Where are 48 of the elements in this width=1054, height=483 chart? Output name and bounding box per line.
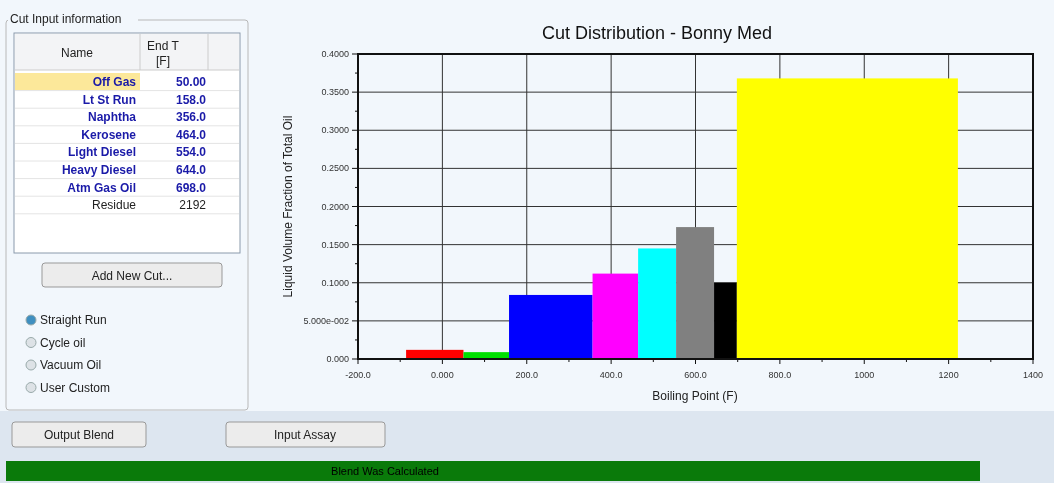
x-tick-label: 200.0 [515, 370, 539, 380]
text: Residue [91, 198, 137, 213]
x-tick-label: 400.0 [599, 370, 623, 380]
x-tick-label: 1000 [854, 370, 875, 380]
text: Naphtha [88, 110, 137, 125]
y-tick-label: 0.4000 [321, 49, 349, 59]
text: 158.0 [175, 92, 207, 107]
text: Heavy Diesel [61, 163, 136, 177]
text: Lt St Run [82, 92, 136, 107]
text: Vacuum Oil [40, 358, 102, 372]
text: Light Diesel [67, 145, 136, 160]
text: Output Blend [43, 428, 115, 442]
x-tick-label: 1400 [1022, 370, 1044, 380]
text: Name [60, 46, 94, 60]
text: 50.00 [175, 75, 207, 89]
y-tick-label: 5.000e-002 [303, 315, 349, 326]
text: Straight Run [40, 313, 107, 327]
text: Kerosene [81, 127, 137, 142]
text: 554.0 [175, 145, 207, 160]
text: Cycle oil [40, 335, 86, 350]
x-tick-label: 0.000 [431, 370, 454, 380]
y-tick-label: 0.1000 [321, 277, 349, 288]
x-tick-label: 1200 [938, 370, 959, 380]
text: 464.0 [175, 127, 207, 142]
text: Input Assay [273, 428, 337, 442]
chart-title: Cut Distribution - Bonny Med [541, 23, 773, 43]
text: Atm Gas Oil [67, 180, 136, 195]
text: Blend Was Calculated [331, 465, 439, 477]
text: Cut Input information [10, 12, 122, 26]
text: 356.0 [175, 110, 207, 125]
text: 644.0 [175, 163, 207, 177]
x-tick-label: 800.0 [768, 370, 792, 380]
x-axis-title: Boiling Point (F) [652, 389, 738, 403]
text: End T [F] [147, 39, 180, 68]
text: User Custom [40, 380, 111, 395]
x-tick-label: -200.0 [345, 370, 371, 380]
text: Off Gas [92, 75, 137, 89]
y-tick-label: 0.000 [326, 354, 349, 364]
y-tick-label: 0.3000 [321, 125, 349, 136]
y-tick-label: 0.1500 [321, 239, 349, 250]
text: 698.0 [175, 180, 207, 195]
y-tick-label: 0.2500 [321, 163, 349, 174]
text: Add New Cut... [91, 269, 173, 283]
y-axis-title: Liquid Volume Fraction of Total Oil [281, 115, 295, 298]
text: 2192 [179, 198, 207, 213]
y-tick-label: 0.3500 [321, 87, 349, 98]
y-tick-label: 0.2000 [321, 201, 349, 212]
x-tick-label: 600.0 [684, 370, 707, 380]
